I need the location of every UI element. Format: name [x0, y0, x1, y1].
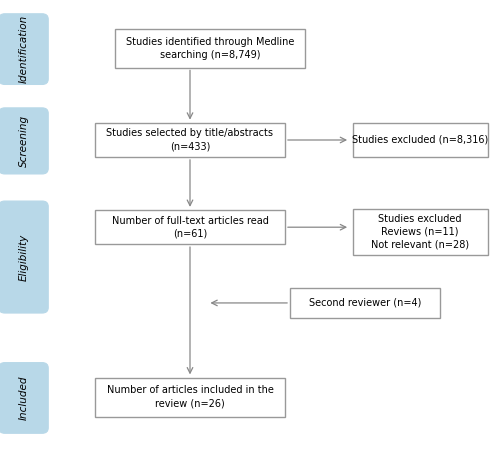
- FancyBboxPatch shape: [0, 14, 48, 84]
- FancyBboxPatch shape: [290, 288, 440, 318]
- Text: Number of articles included in the
review (n=26): Number of articles included in the revie…: [106, 386, 274, 409]
- FancyBboxPatch shape: [352, 209, 488, 255]
- Text: Studies identified through Medline
searching (n=8,749): Studies identified through Medline searc…: [126, 37, 294, 60]
- FancyBboxPatch shape: [95, 377, 285, 417]
- Text: Second reviewer (n=4): Second reviewer (n=4): [309, 298, 421, 308]
- FancyBboxPatch shape: [95, 210, 285, 244]
- FancyBboxPatch shape: [352, 123, 488, 157]
- Text: Studies selected by title/abstracts
(n=433): Studies selected by title/abstracts (n=4…: [106, 129, 274, 151]
- Text: Eligibility: Eligibility: [18, 234, 28, 280]
- FancyBboxPatch shape: [95, 123, 285, 157]
- FancyBboxPatch shape: [0, 363, 48, 433]
- Text: Screening: Screening: [18, 115, 28, 167]
- Text: Studies excluded (n=8,316): Studies excluded (n=8,316): [352, 135, 488, 145]
- Text: Identification: Identification: [18, 15, 28, 83]
- Text: Included: Included: [18, 376, 28, 420]
- FancyBboxPatch shape: [0, 108, 48, 174]
- Text: Number of full-text articles read
(n=61): Number of full-text articles read (n=61): [112, 216, 268, 239]
- FancyBboxPatch shape: [0, 201, 48, 313]
- Text: Studies excluded
Reviews (n=11)
Not relevant (n=28): Studies excluded Reviews (n=11) Not rele…: [371, 213, 469, 250]
- FancyBboxPatch shape: [115, 28, 305, 67]
